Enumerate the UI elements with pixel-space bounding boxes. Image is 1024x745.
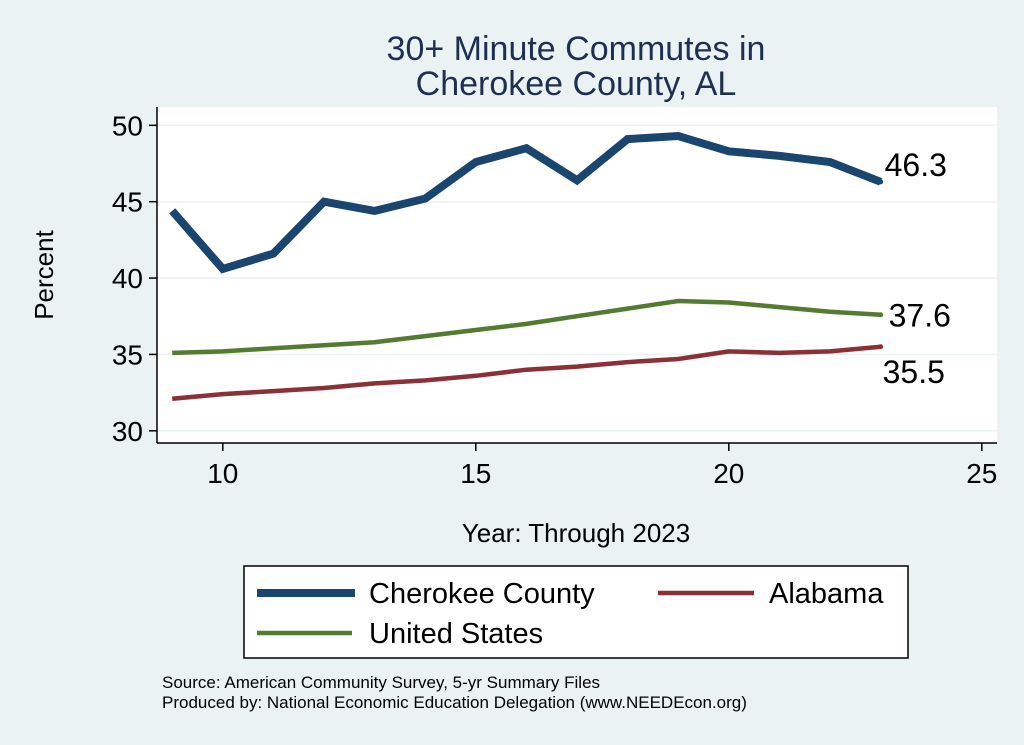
x-tick-label: 10 bbox=[207, 458, 238, 489]
series-line-cherokee-county bbox=[169, 131, 883, 274]
chart-title-line-2: Cherokee County, AL bbox=[416, 65, 737, 103]
end-labels: 46.3 35.5 37.6 bbox=[878, 147, 951, 390]
y-tick-label: 45 bbox=[112, 187, 143, 218]
plot-area bbox=[157, 107, 997, 443]
end-label-united-states: 37.6 bbox=[889, 298, 951, 334]
x-axis: 10 15 20 25 bbox=[207, 443, 997, 489]
y-tick-label: 35 bbox=[112, 339, 143, 370]
chart-title-line-1: 30+ Minute Commutes in bbox=[387, 30, 766, 68]
x-tick-label: 25 bbox=[966, 458, 997, 489]
series-line-united-states bbox=[172, 298, 881, 356]
y-tick-label: 30 bbox=[112, 416, 143, 447]
legend bbox=[243, 565, 909, 659]
x-tick-label: 20 bbox=[713, 458, 744, 489]
y-axis-title: Percent bbox=[29, 229, 59, 319]
series-lines bbox=[169, 131, 883, 401]
x-tick-label: 15 bbox=[460, 458, 491, 489]
y-tick-label: 40 bbox=[112, 263, 143, 294]
x-axis-title: Year: Through 2023 bbox=[462, 518, 690, 548]
end-point-cherokee-county bbox=[878, 179, 884, 185]
end-point-united-states bbox=[878, 312, 884, 318]
end-point-alabama bbox=[878, 344, 884, 350]
grid-lines bbox=[157, 124, 997, 432]
legend-items: Cherokee County Alabama United States bbox=[257, 578, 884, 650]
end-label-alabama: 35.5 bbox=[883, 354, 945, 390]
end-label-cherokee-county: 46.3 bbox=[885, 147, 947, 183]
legend-label-alabama: Alabama bbox=[769, 578, 884, 610]
source-note: Source: American Community Survey, 5-yr … bbox=[162, 673, 600, 692]
series-line-alabama bbox=[171, 344, 881, 401]
legend-label-united-states: United States bbox=[369, 618, 543, 650]
y-tick-label: 50 bbox=[112, 110, 143, 141]
producer-note: Produced by: National Economic Education… bbox=[162, 693, 747, 712]
y-axis: 30 35 40 45 50 bbox=[112, 110, 157, 447]
legend-label-cherokee-county: Cherokee County bbox=[369, 578, 595, 610]
